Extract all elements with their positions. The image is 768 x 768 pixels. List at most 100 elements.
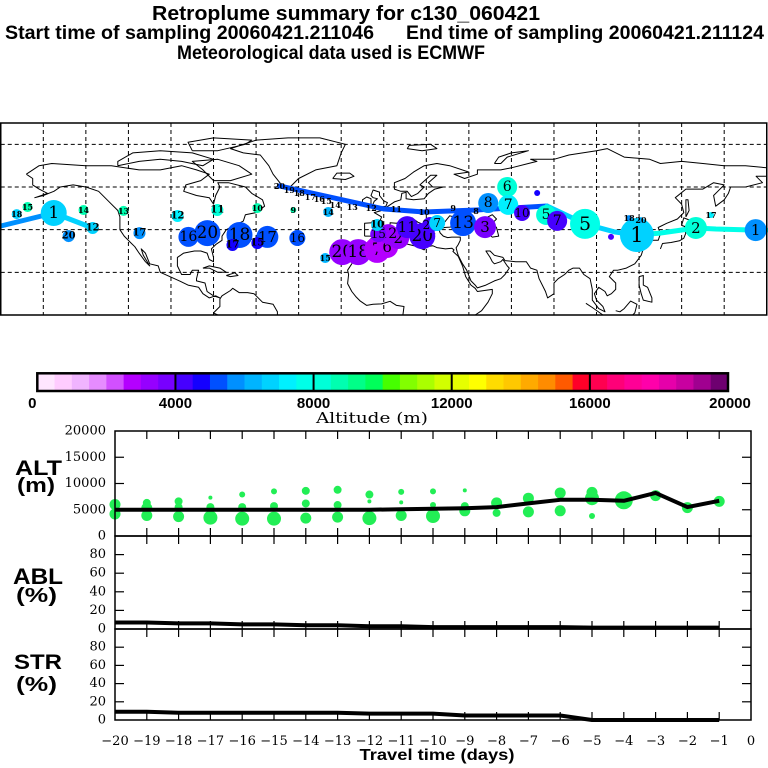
cluster-marker [534,189,541,196]
cluster-marker: 7 [429,215,446,232]
x-tick-label: −7 [519,734,538,749]
cluster-marker: 10 [370,218,384,231]
alt-scatter-point [554,487,566,499]
cluster-day-label: 6 [382,238,392,256]
track-day-label: 15 [321,196,332,206]
cluster-day-label: 12 [86,222,100,233]
colorbar-cell [54,373,73,391]
colorbar-cell [261,373,280,391]
colorbar-cell [538,373,556,391]
alt-scatter-point [554,505,566,517]
alt-scatter-point [174,497,183,506]
colorbar-tick-label: 16000 [569,395,611,412]
x-tick-label: −17 [197,734,224,749]
cluster-marker [607,233,614,240]
cluster-day-label: 1 [751,221,761,239]
cluster-marker: 18 [345,239,372,266]
cluster-day-label: 2 [691,219,701,237]
colorbar-cell [158,373,176,391]
colorbar-cell [676,373,694,391]
alt-scatter-point [462,488,467,493]
coastline [332,172,355,180]
cluster-marker: 10 [514,205,531,222]
colorbar-cell [607,373,625,391]
cluster-day-label: 15 [22,202,33,212]
track-day-label: 13 [347,202,359,212]
track-day-label: 12 [366,203,377,213]
colorbar-cell [175,373,194,391]
str-panel-label: STR [14,651,62,674]
cluster-circle [708,211,715,218]
x-tick-label: −16 [228,734,255,749]
y-tick-label: 0 [98,713,106,728]
cluster-marker: 9 [290,205,297,215]
cluster-circle [323,206,334,217]
cluster-marker: 1 [40,200,67,227]
cluster-circle [474,216,497,239]
abl-series-line [115,620,720,630]
cluster-day-label: 20 [635,215,647,225]
cluster-circle [86,221,99,234]
cluster-marker: 16 [178,226,199,247]
cluster-circle [171,210,184,223]
cluster-circle [40,200,67,227]
track-day-label: 14 [330,200,342,210]
cluster-day-label: 17 [226,240,240,251]
y-tick-label: 5000 [73,502,106,517]
map-clusters: 1512018201872013176211321161268757161520… [11,177,767,266]
alt-scatter-point [522,492,534,504]
cluster-day-label: 8 [484,195,493,211]
cluster-marker: 15 [250,237,264,250]
cluster-day-label: 7 [433,216,441,230]
cluster-circle [744,219,767,242]
cluster-marker: 10 [252,203,263,214]
coastline [406,143,438,152]
x-tick-label: −6 [551,734,570,749]
colorbar-cell [503,373,522,391]
alt-scatter-point [430,502,436,509]
cluster-marker: 1 [744,219,767,242]
alt-scatter-point [333,485,342,494]
cluster-circle [429,215,446,232]
cluster-marker: 12 [86,221,100,234]
cluster-day-label: 5 [579,213,591,235]
alt-scatter-point [301,499,310,508]
alt-scatter-point [235,511,250,526]
colorbar-cell [451,373,470,391]
coastline [585,302,604,316]
colorbar-cell [227,373,245,391]
alt-scatter-point [589,513,595,520]
cluster-circle [371,218,384,231]
x-tick-label: −15 [260,734,287,749]
coastline [226,272,239,278]
cluster-day-label: 15 [250,238,264,249]
x-tick-label: 0 [747,734,755,749]
cluster-marker: 14 [78,205,90,216]
cluster-circle [133,227,146,240]
cluster-day-label: 14 [78,205,90,215]
y-tick-label: 60 [89,566,106,581]
cluster-circle [178,226,199,247]
cluster-marker: 14 [323,206,334,217]
colorbar-cell [434,373,453,391]
cluster-day-label: 9 [291,205,297,215]
coastline [638,275,653,303]
track-day-label: 20 [274,181,286,191]
cluster-circle [11,209,22,220]
cluster-day-label: 1 [630,223,643,247]
colorbar-cell [417,373,435,391]
cluster-circle [619,218,654,252]
cluster-day-label: 13 [452,213,474,233]
cluster-marker: 15 [320,253,331,264]
cluster-day-label: 16 [290,231,305,245]
coastline [364,148,767,237]
alt-scatter-point [239,491,246,498]
colorbar-cell [192,373,211,391]
cluster-marker: 17 [226,239,240,252]
x-tick-label: −1 [710,734,729,749]
alt-scatter-point [367,499,372,504]
y-tick-label: 40 [89,584,106,599]
coastline [493,150,529,164]
cluster-day-label: 15 [320,253,331,263]
track-day-label: 18 [294,188,306,198]
